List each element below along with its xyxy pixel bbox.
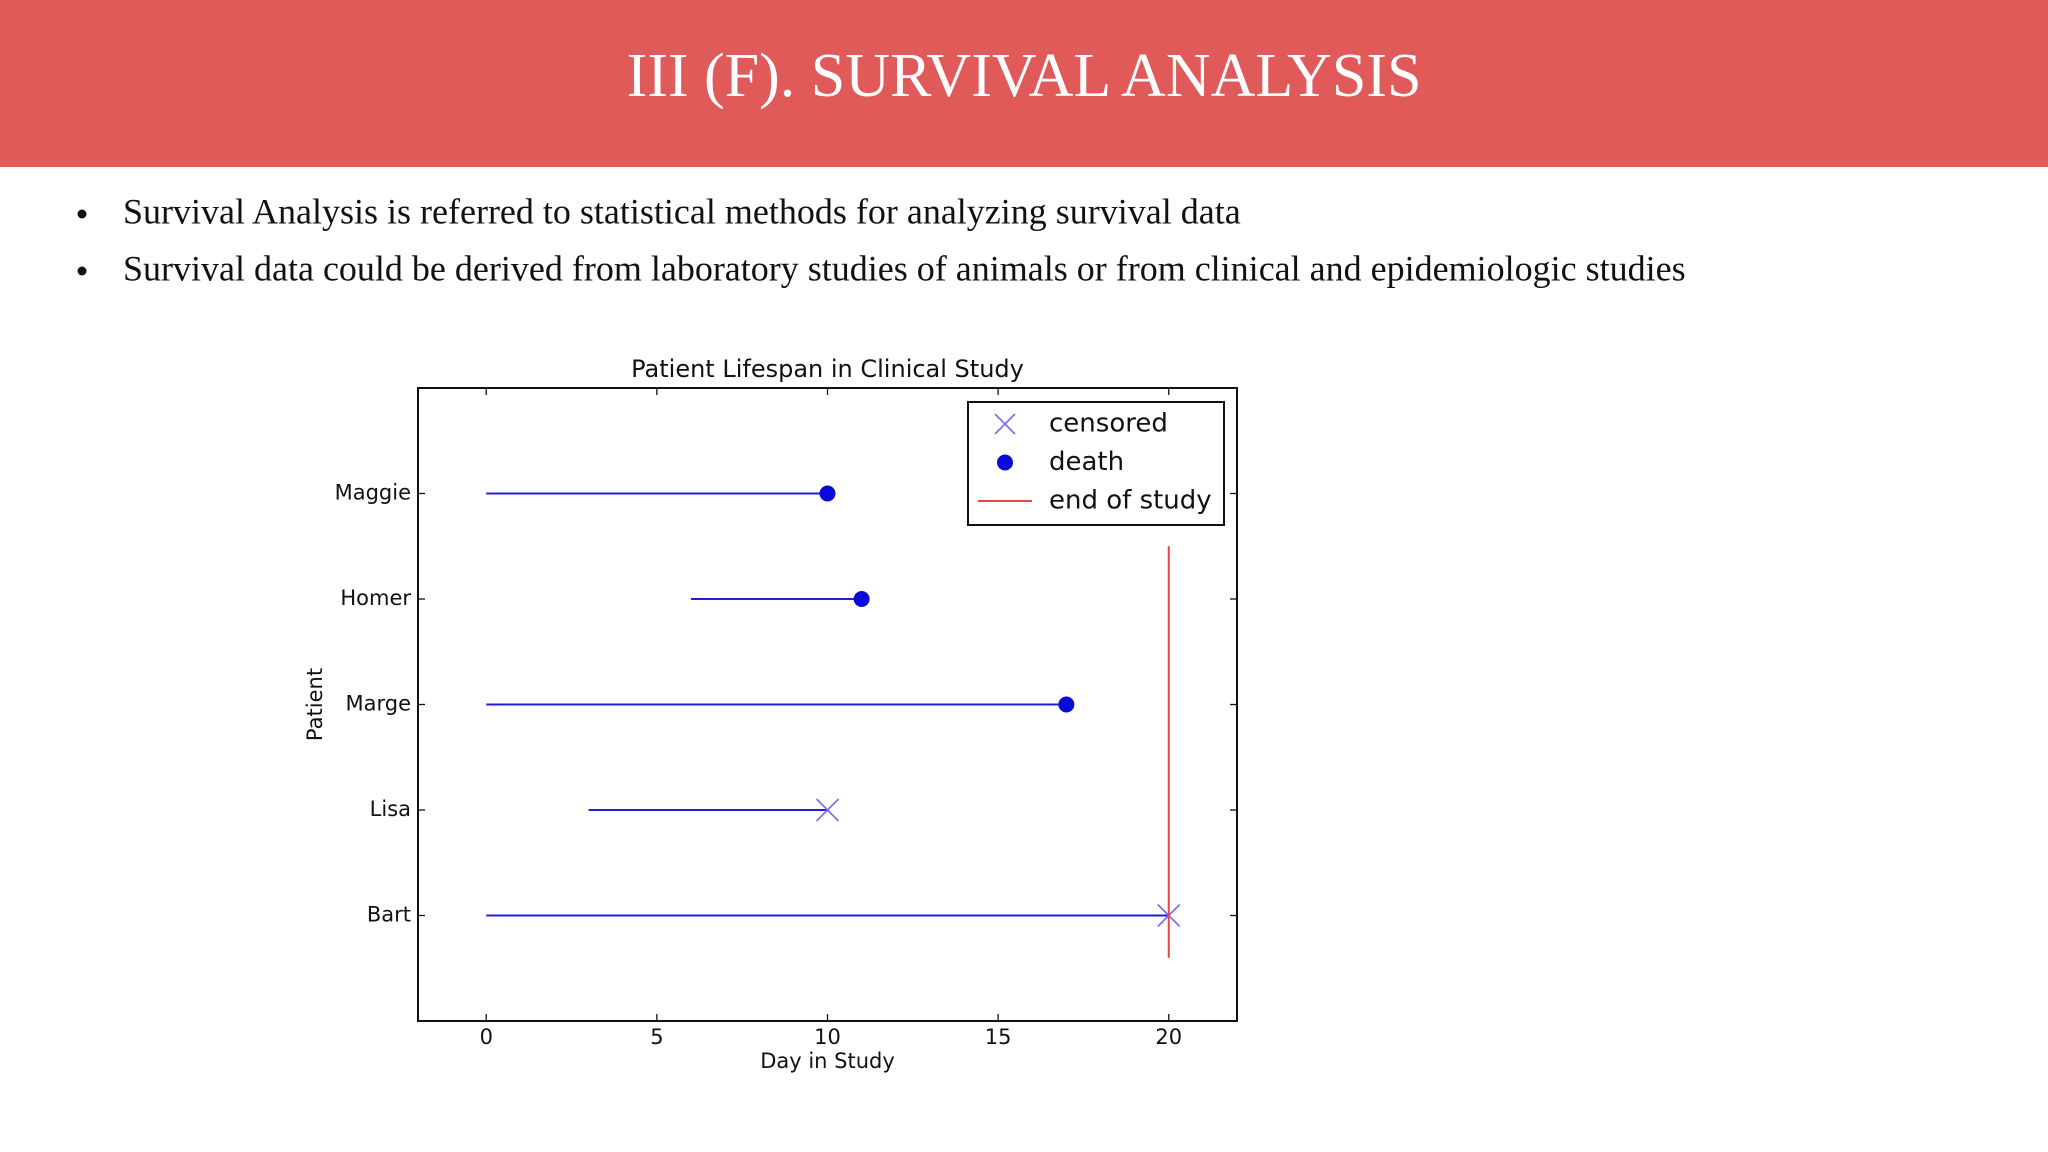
death-marker bbox=[1058, 696, 1075, 713]
bullet-dot bbox=[77, 266, 87, 276]
chart-title: Patient Lifespan in Clinical Study bbox=[631, 355, 1024, 383]
x-tick-label: 5 bbox=[650, 1025, 663, 1049]
y-tick-label: Marge bbox=[345, 692, 411, 716]
slide-title: III (F). SURVIVAL ANALYSIS bbox=[627, 42, 1422, 110]
censored-marker bbox=[815, 798, 840, 822]
x-tick-label: 10 bbox=[814, 1025, 841, 1049]
x-tick-label: 20 bbox=[1155, 1025, 1182, 1049]
y-tick-label: Bart bbox=[367, 903, 411, 927]
x-axis-label: Day in Study bbox=[760, 1049, 895, 1073]
plot-frame bbox=[417, 387, 1238, 1022]
legend-label: death bbox=[1049, 447, 1124, 477]
y-tick-label: Lisa bbox=[370, 797, 411, 821]
chart: Patient Lifespan in Clinical Study Day in… bbox=[303, 355, 1238, 1073]
death-marker bbox=[819, 485, 836, 502]
legend-label: end of study bbox=[1049, 486, 1212, 516]
legend-label: censored bbox=[1049, 409, 1168, 439]
bullet-dot bbox=[77, 209, 87, 219]
y-tick-label: Homer bbox=[340, 586, 411, 610]
x-tick-label: 0 bbox=[480, 1025, 493, 1049]
legend-marker bbox=[997, 454, 1013, 471]
y-axis-label: Patient bbox=[303, 668, 327, 741]
bullet-text: Survival Analysis is referred to statist… bbox=[123, 191, 1241, 231]
death-marker bbox=[853, 591, 870, 607]
legend-marker bbox=[994, 413, 1016, 435]
y-tick-label: Maggie bbox=[335, 481, 411, 505]
x-tick-label: 15 bbox=[985, 1025, 1012, 1049]
bullet-text: Survival data could be derived from labo… bbox=[123, 248, 1686, 288]
header-bar bbox=[0, 0, 2048, 167]
